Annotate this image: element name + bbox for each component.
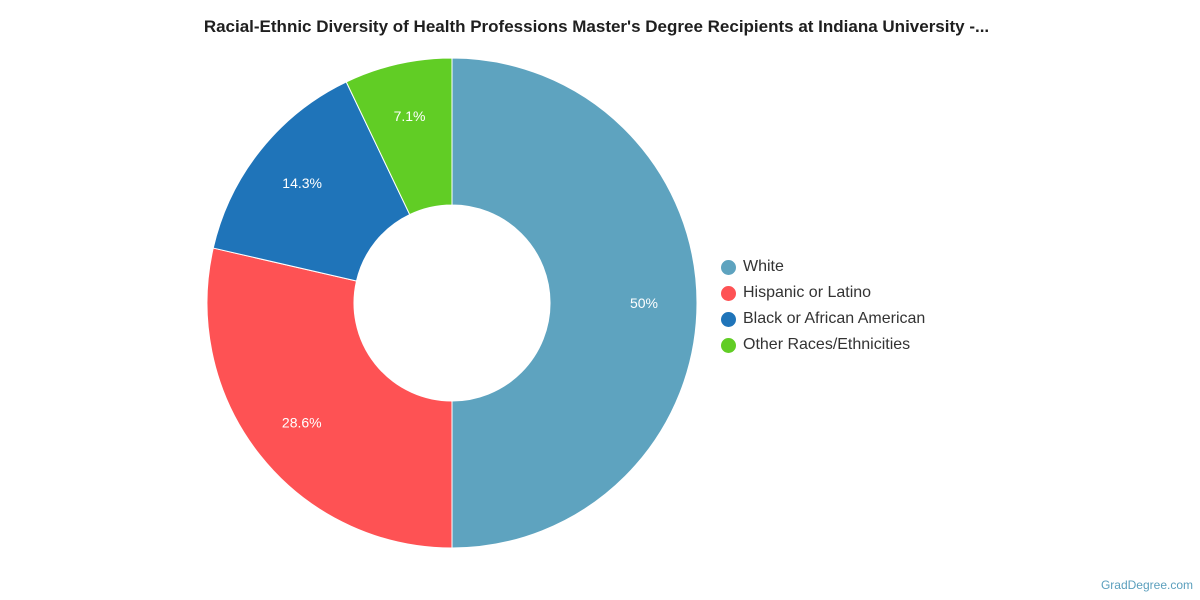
legend-swatch-icon <box>721 285 736 301</box>
data-label-black-or-african-american: 14.3% <box>282 175 322 191</box>
legend-label: Black or African American <box>743 310 926 327</box>
chart-legend: White Hispanic or Latino Black or African … <box>721 254 925 358</box>
legend-label: White <box>743 258 784 275</box>
watermark: GradDegree.com <box>1100 578 1193 592</box>
legend-item-hispanic-or-latino[interactable]: Hispanic or Latino <box>721 280 925 306</box>
slice-white[interactable] <box>451 57 698 549</box>
slice-hispanic-or-latino[interactable] <box>206 247 453 549</box>
legend-swatch-icon <box>721 337 736 353</box>
legend-item-black-or-african-american[interactable]: Black or African American <box>721 306 925 332</box>
legend-swatch-icon <box>721 259 736 275</box>
data-label-white: 50% <box>630 295 658 311</box>
data-label-other-races-ethnicities: 7.1% <box>394 108 426 124</box>
legend-item-other-races-ethnicities[interactable]: Other Races/Ethnicities <box>721 332 925 358</box>
data-label-hispanic-or-latino: 28.6% <box>282 415 322 431</box>
slice-black-or-african-american[interactable] <box>212 81 411 282</box>
legend-label: Other Races/Ethnicities <box>743 336 911 353</box>
legend-item-white[interactable]: White <box>721 254 925 280</box>
slice-other-races-ethnicities[interactable] <box>345 57 453 216</box>
legend-label: Hispanic or Latino <box>743 284 872 301</box>
chart-title: Racial-Ethnic Diversity of Health Profes… <box>203 17 990 36</box>
legend-swatch-icon <box>721 311 736 327</box>
